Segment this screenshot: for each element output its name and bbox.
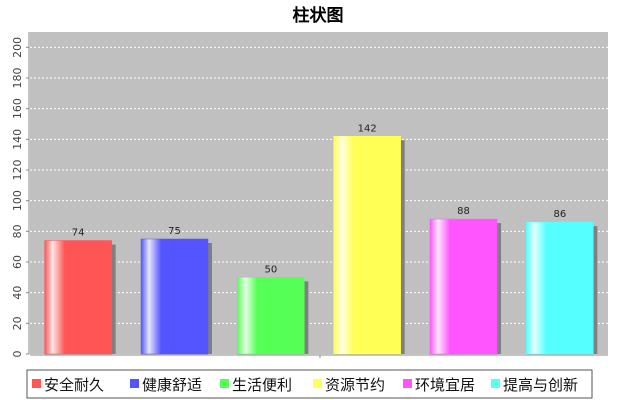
legend-label: 环境宜居 <box>415 376 475 394</box>
bar-value-label: 74 <box>72 228 85 239</box>
y-tick-label: 0 <box>11 351 24 358</box>
bar-4 <box>333 136 401 355</box>
legend-label: 安全耐久 <box>44 376 104 394</box>
chart-title: 柱状图 <box>293 5 344 26</box>
plot-area <box>30 32 608 354</box>
bar-5 <box>429 218 498 355</box>
legend-item: 健康舒适 <box>130 376 202 394</box>
legend-swatch <box>491 379 500 388</box>
legend-label: 提高与创新 <box>503 376 578 394</box>
y-tick-label: 120 <box>11 160 24 181</box>
legend-item: 安全耐久 <box>32 376 104 394</box>
y-tick-label: 80 <box>11 224 24 238</box>
bar-3 <box>237 277 305 355</box>
x-axis <box>30 354 608 358</box>
y-tick-label: 40 <box>11 286 24 300</box>
legend-swatch <box>403 379 412 388</box>
y-tick-label: 20 <box>11 316 24 330</box>
bar-value-label: 50 <box>264 264 277 275</box>
y-tick-label: 160 <box>11 98 24 119</box>
legend-swatch <box>130 379 139 388</box>
bars <box>44 136 594 355</box>
value-labels: 74 75 50 142 88 86 <box>72 123 566 275</box>
legend-items: 安全耐久 健康舒适 生活便利 资源节约 环境宜居 提高与创新 <box>32 376 578 394</box>
bar-value-label: 142 <box>358 123 377 134</box>
legend-label: 生活便利 <box>232 376 292 394</box>
y-axis: 0 20 40 60 80 100 120 140 160 180 200 <box>11 32 30 358</box>
bar-value-label: 86 <box>553 209 566 220</box>
y-tick-label: 140 <box>11 129 24 150</box>
bar-2 <box>140 238 209 355</box>
legend-swatch <box>32 379 41 388</box>
legend-swatch <box>313 379 322 388</box>
bar-1 <box>44 240 112 355</box>
legend-label: 资源节约 <box>325 376 385 394</box>
legend-item: 生活便利 <box>220 376 292 394</box>
legend-item: 资源节约 <box>313 376 385 394</box>
legend-item: 环境宜居 <box>403 376 475 394</box>
y-tick-label: 180 <box>11 68 24 89</box>
y-tick-label: 100 <box>11 190 24 211</box>
y-tick-label: 200 <box>11 37 24 58</box>
y-tick-label: 60 <box>11 255 24 269</box>
bar-value-label: 75 <box>168 226 181 237</box>
legend-label: 健康舒适 <box>142 376 202 394</box>
gridlines <box>30 46 608 324</box>
bar-6 <box>526 221 594 355</box>
bar-value-label: 88 <box>457 206 470 217</box>
legend-item: 提高与创新 <box>491 376 578 394</box>
legend-swatch <box>220 379 229 388</box>
